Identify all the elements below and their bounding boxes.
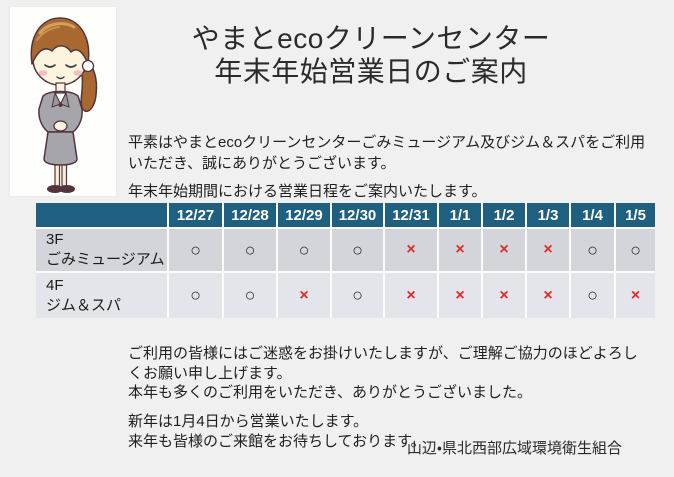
mark-cell: × bbox=[615, 272, 655, 318]
bowing-woman-icon bbox=[30, 17, 98, 193]
facility-label-cell: 4F ジム＆スパ bbox=[36, 272, 169, 318]
closing-p1-line2: くお願い申し上げます。 bbox=[128, 365, 292, 382]
closing-p3-line2: 来年も皆様のご来館をお待ちしております。 bbox=[128, 433, 426, 450]
mark-cell: ○ bbox=[168, 228, 224, 273]
open-mark: ○ bbox=[244, 239, 256, 260]
intro-p1-line2: いただき、誠にありがとうございます。 bbox=[128, 155, 396, 172]
mark-cell: × bbox=[384, 228, 439, 273]
mark-cell: × bbox=[482, 272, 527, 318]
closed-mark: × bbox=[543, 241, 553, 258]
schedule-row: 4F ジム＆スパ ○ ○ × ○ × × × × ○ × bbox=[36, 272, 655, 318]
corner-header-cell bbox=[36, 203, 169, 229]
title-line2: 年末年始営業日のご案内 bbox=[214, 56, 528, 87]
mark-cell: × bbox=[384, 272, 439, 318]
mark-cell: ○ bbox=[570, 228, 616, 273]
open-mark: ○ bbox=[587, 239, 598, 260]
open-mark: ○ bbox=[352, 239, 363, 260]
facility-name: ジム＆スパ bbox=[46, 296, 122, 314]
mark-cell: × bbox=[438, 228, 483, 273]
mark-cell: ○ bbox=[331, 228, 385, 273]
date-header-cell: 1/4 bbox=[570, 203, 616, 229]
date-header-cell: 12/27 bbox=[168, 203, 224, 229]
date-header-cell: 1/2 bbox=[482, 203, 527, 229]
open-mark: ○ bbox=[190, 285, 201, 305]
date-header-cell: 12/28 bbox=[223, 203, 278, 229]
facility-label-cell: 3F ごみミュージアム bbox=[36, 228, 169, 273]
closing-p3-line1: 新年は1月4日から営業いたします。 bbox=[128, 413, 369, 430]
intro-paragraph-2: 年末年始期間における営業日程をご案内いたします。 bbox=[128, 183, 487, 200]
mark-cell: × bbox=[438, 272, 483, 318]
organization-signature: 山辺・県北西部広域環境衛生組合 bbox=[406, 440, 622, 457]
closing-paragraph-2: 本年も多くのご利用をいただき、ありがとうございました。 bbox=[128, 384, 532, 401]
closed-mark: × bbox=[299, 286, 309, 304]
open-mark: ○ bbox=[352, 285, 363, 305]
mark-cell: × bbox=[526, 272, 571, 318]
facility-name: ごみミュージアム bbox=[46, 251, 165, 268]
closed-mark: × bbox=[630, 286, 641, 304]
open-mark: ○ bbox=[298, 239, 310, 260]
closing-paragraph-3: 新年は1月4日から営業いたします。 来年も皆様のご来館をお待ちしております。 bbox=[128, 412, 668, 452]
closed-mark: × bbox=[406, 286, 416, 304]
closed-mark: × bbox=[406, 241, 416, 258]
date-header-cell: 1/5 bbox=[615, 203, 655, 229]
intro-paragraph-1: 平素はやまとecoクリーンセンターごみミュージアム及びジム＆スパをご利用 いただ… bbox=[128, 132, 668, 174]
closed-mark: × bbox=[499, 241, 509, 258]
title-line1: やまとecoクリーンセンター bbox=[191, 23, 551, 54]
mark-cell: × bbox=[277, 272, 332, 318]
date-header-cell: 12/30 bbox=[331, 203, 385, 229]
mark-cell: × bbox=[482, 228, 527, 273]
bowing-woman-illustration bbox=[10, 7, 116, 196]
mark-cell: ○ bbox=[223, 228, 278, 273]
mark-cell: ○ bbox=[168, 272, 224, 318]
date-header-cell: 1/1 bbox=[438, 203, 483, 229]
closed-mark: × bbox=[499, 286, 509, 304]
open-mark: ○ bbox=[587, 285, 598, 305]
intro-p1-line1: 平素はやまとecoクリーンセンターごみミュージアム及びジム＆スパをご利用 bbox=[128, 134, 646, 151]
open-mark: ○ bbox=[244, 285, 256, 305]
mark-cell: ○ bbox=[615, 228, 655, 273]
closed-mark: × bbox=[455, 241, 465, 258]
schedule-row: 3F ごみミュージアム ○ ○ ○ ○ × × × × ○ ○ bbox=[36, 228, 655, 273]
mark-cell: ○ bbox=[570, 272, 616, 318]
date-header-cell: 12/29 bbox=[277, 203, 332, 229]
open-mark: ○ bbox=[190, 239, 201, 260]
mark-cell: × bbox=[526, 228, 571, 273]
schedule-table: 12/27 12/28 12/29 12/30 12/31 1/1 1/2 1/3 1/4 1/5… bbox=[36, 203, 655, 318]
closed-mark: × bbox=[455, 286, 465, 304]
facility-floor: 3F bbox=[46, 231, 64, 248]
schedule-header-row: 12/27 12/28 12/29 12/30 12/31 1/1 1/2 1/3 1/4 1/5 bbox=[36, 203, 655, 229]
date-header-cell: 12/31 bbox=[384, 203, 439, 229]
date-header-cell: 1/3 bbox=[526, 203, 571, 229]
mark-cell: ○ bbox=[277, 228, 332, 273]
closed-mark: × bbox=[543, 286, 553, 304]
mark-cell: ○ bbox=[223, 272, 278, 318]
open-mark: ○ bbox=[630, 239, 641, 260]
facility-floor: 4F bbox=[46, 276, 64, 294]
mark-cell: ○ bbox=[331, 272, 385, 318]
closing-p1-line1: ご利用の皆様にはご迷惑をお掛けいたしますが、ご理解ご協力のほどよろし bbox=[128, 345, 638, 362]
closing-paragraph-1: ご利用の皆様にはご迷惑をお掛けいたしますが、ご理解ご協力のほどよろし くお願い申… bbox=[128, 344, 668, 384]
page-title: やまとecoクリーンセンター 年末年始営業日のご案内 bbox=[128, 22, 614, 88]
